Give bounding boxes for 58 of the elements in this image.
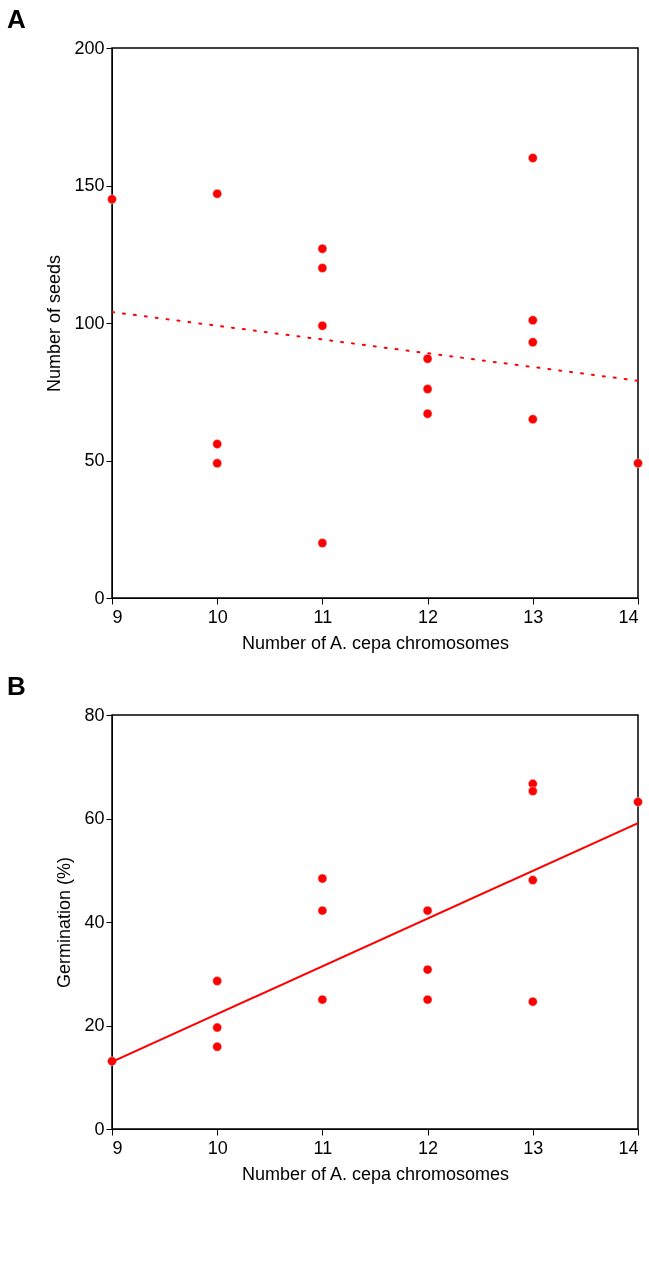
point bbox=[528, 786, 538, 796]
point bbox=[212, 1022, 222, 1033]
point bbox=[422, 905, 433, 916]
point bbox=[107, 1056, 117, 1066]
point bbox=[212, 189, 222, 199]
x-tick-label: 14 bbox=[618, 1137, 639, 1158]
x-axis-title: Number of A. cepa chromosomes bbox=[241, 1163, 510, 1184]
x-tick-label: 10 bbox=[207, 1137, 228, 1158]
y-tick-label: 0 bbox=[94, 587, 105, 608]
point bbox=[317, 321, 328, 331]
point bbox=[422, 354, 433, 364]
point bbox=[107, 194, 117, 204]
point bbox=[317, 994, 328, 1005]
y-tick-label: 80 bbox=[84, 704, 105, 725]
y-tick-label: 40 bbox=[84, 911, 105, 932]
point bbox=[212, 458, 222, 468]
point bbox=[317, 538, 328, 548]
x-tick-label: 14 bbox=[618, 606, 639, 627]
y-tick-label: 150 bbox=[74, 175, 105, 195]
x-tick-label: 12 bbox=[418, 1137, 439, 1158]
point bbox=[317, 263, 328, 273]
point bbox=[422, 384, 433, 394]
point bbox=[212, 439, 222, 449]
point bbox=[528, 315, 538, 325]
x-tick-label: 12 bbox=[418, 606, 439, 627]
y-tick-label: 200 bbox=[74, 37, 105, 58]
point bbox=[212, 1042, 222, 1052]
point bbox=[317, 244, 328, 254]
y-axis-title: Number of seeds bbox=[44, 254, 65, 393]
point bbox=[633, 797, 643, 807]
point bbox=[422, 994, 433, 1005]
point bbox=[528, 996, 538, 1007]
chart-title: B bbox=[7, 671, 26, 701]
point bbox=[212, 976, 222, 986]
point bbox=[528, 414, 538, 424]
y-tick-label: 20 bbox=[84, 1015, 105, 1035]
x-tick-label: 13 bbox=[523, 1137, 544, 1158]
point bbox=[317, 873, 328, 884]
point bbox=[422, 964, 433, 975]
x-tick-label: 11 bbox=[313, 1137, 333, 1158]
x-axis-title: Number of A. cepa chromosomes bbox=[241, 632, 510, 653]
point bbox=[528, 153, 538, 163]
x-tick-label: 10 bbox=[207, 606, 228, 627]
y-tick-label: 50 bbox=[84, 450, 105, 470]
x-tick-label: 9 bbox=[112, 1137, 123, 1158]
y-tick-label: 0 bbox=[94, 1118, 105, 1139]
x-tick-label: 13 bbox=[523, 606, 544, 627]
point bbox=[528, 875, 538, 885]
point bbox=[317, 905, 328, 916]
x-tick-label: 11 bbox=[313, 606, 333, 627]
point bbox=[633, 458, 643, 468]
y-tick-label: 60 bbox=[84, 808, 105, 828]
x-tick-label: 9 bbox=[112, 606, 123, 627]
y-tick-label: 100 bbox=[74, 312, 105, 333]
y-axis-title: Germination (%) bbox=[54, 856, 75, 989]
point bbox=[422, 409, 433, 419]
chart-title: A bbox=[7, 4, 26, 34]
point bbox=[528, 337, 538, 347]
